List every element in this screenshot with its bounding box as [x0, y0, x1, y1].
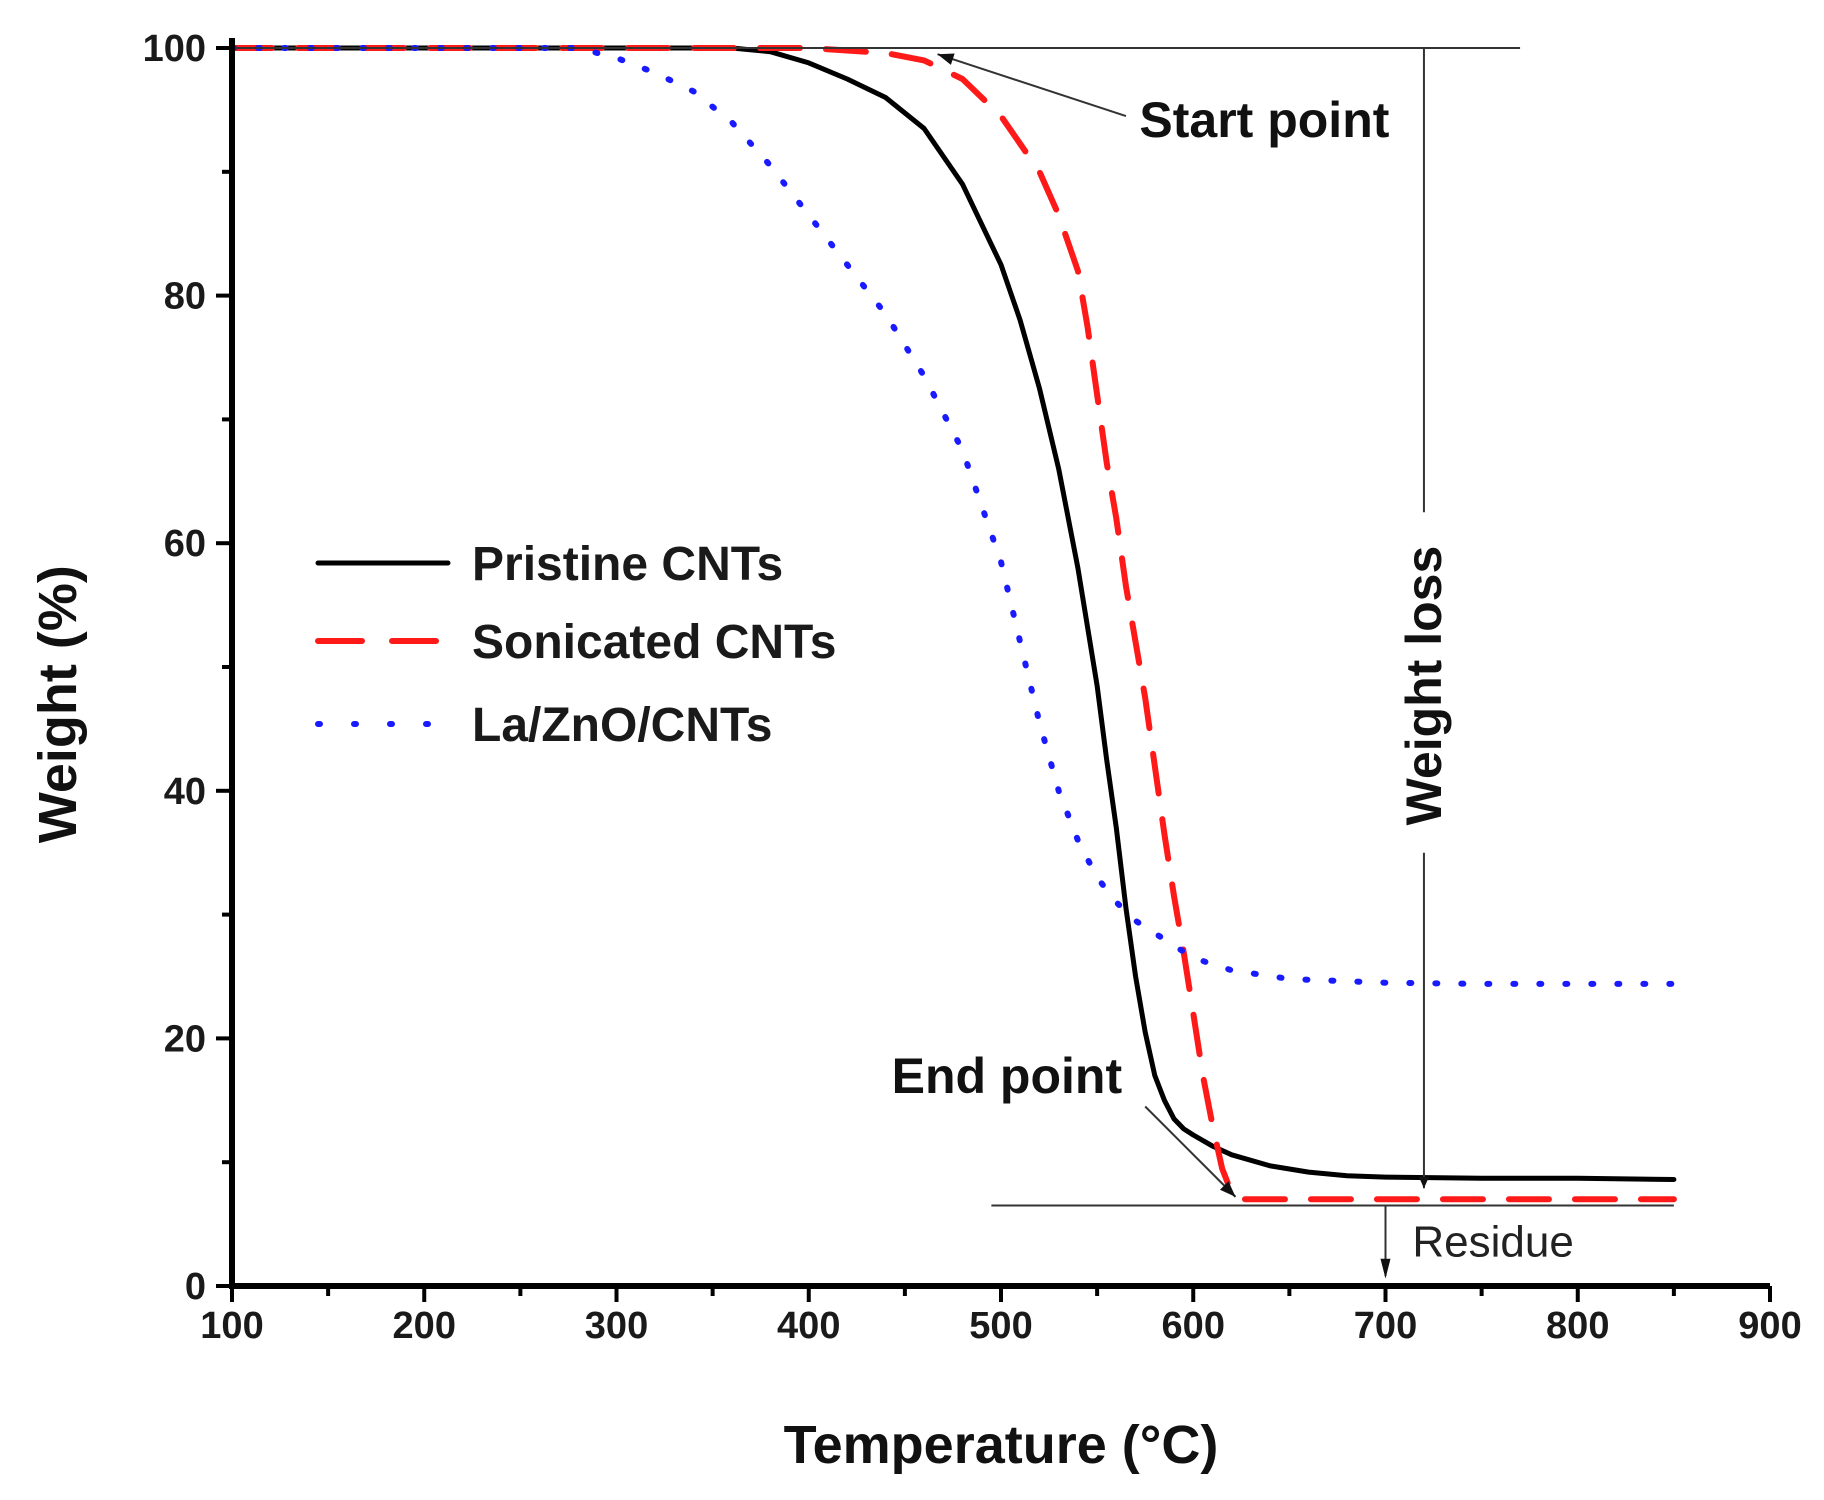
weight-loss-label: Weight loss — [1396, 546, 1452, 826]
series-line-2 — [229, 45, 1677, 1203]
end-point-label: End point — [892, 1048, 1123, 1104]
weight-loss-arrowhead — [1418, 1177, 1429, 1189]
end-point-arrowhead — [1219, 1181, 1236, 1197]
y-tick-label: 0 — [185, 1266, 206, 1308]
residue-arrowhead — [1380, 1258, 1391, 1279]
x-tick-label: 500 — [969, 1305, 1032, 1347]
y-tick-label: 60 — [164, 523, 206, 565]
series-line-3 — [229, 45, 1677, 987]
start-point-arrowhead — [937, 53, 955, 65]
y-axis-title: Weight (%) — [28, 565, 88, 843]
legend-label-2: Sonicated CNTs — [472, 616, 837, 669]
start-point-arrow — [937, 53, 1127, 118]
x-tick-label: 900 — [1738, 1305, 1801, 1347]
x-tick-label: 200 — [393, 1305, 456, 1347]
axes-layer: 100 200 300 400 500 600 700 800 900 0 20 40 60 80 100 — [143, 28, 1802, 1347]
annotation-layer: Start point End point Weight loss Residu… — [232, 47, 1674, 1279]
y-tick-label: 20 — [164, 1018, 206, 1060]
x-tick-label: 800 — [1546, 1305, 1609, 1347]
start-point-label: Start point — [1139, 92, 1389, 148]
series-line-1 — [229, 45, 1677, 1182]
x-tick-label: 700 — [1354, 1305, 1417, 1347]
x-axis-title: Temperature (°C) — [784, 1415, 1219, 1475]
y-tick-label: 80 — [164, 276, 206, 318]
legend-label-3: La/ZnO/CNTs — [472, 699, 772, 752]
legend: Pristine CNTs Sonicated CNTs La/ZnO/CNTs — [315, 538, 837, 752]
y-tick-label: 40 — [164, 771, 206, 813]
x-tick-label: 300 — [585, 1305, 648, 1347]
end-point-arrow — [1144, 1105, 1237, 1198]
series-layer — [229, 45, 1677, 1203]
x-tick-label: 400 — [777, 1305, 840, 1347]
residue-label: Residue — [1412, 1217, 1573, 1266]
y-tick-label: 100 — [143, 28, 206, 70]
x-tick-label: 100 — [200, 1305, 263, 1347]
x-tick-label: 600 — [1162, 1305, 1225, 1347]
legend-label-1: Pristine CNTs — [472, 538, 783, 591]
